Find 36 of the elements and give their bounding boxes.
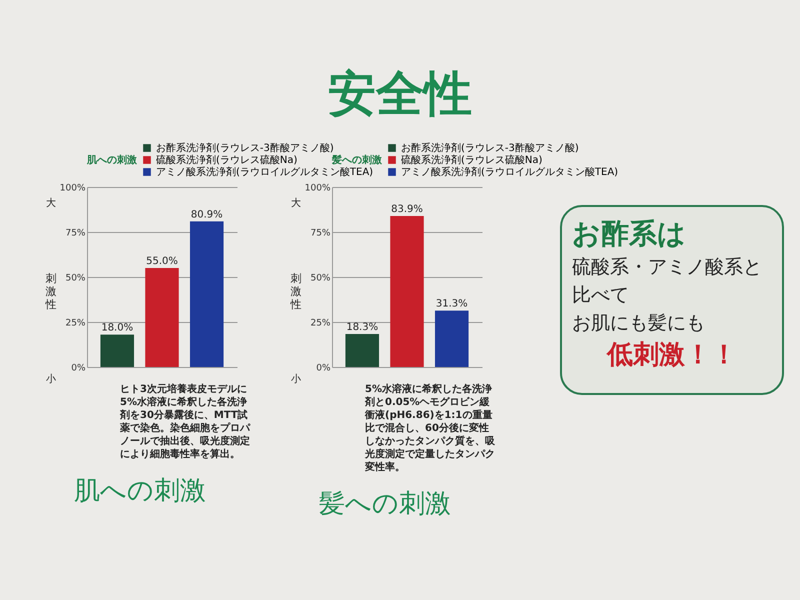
legend-label: 硫酸系洗浄剤(ラウレス硫酸Na) [156,154,298,166]
data-label: 55.0% [146,256,178,267]
y-tick-label: 75% [310,228,331,238]
legend-label: アミノ酸系洗浄剤(ラウロイルグルタミン酸TEA) [401,166,618,178]
y-tick-label: 25% [65,318,86,328]
text: 大 [46,196,56,210]
text: 小 [46,372,56,386]
legend-label: お酢系洗浄剤(ラウレス-3酢酸アミノ酸) [401,142,579,154]
text: 大 [291,196,301,210]
text: 安全性 [327,65,473,124]
text: 肌への刺激 [73,475,207,508]
legend-label: アミノ酸系洗浄剤(ラウロイルグルタミン酸TEA) [156,166,374,178]
text: 5%水溶液に希釈した各洗浄剤と0.05%ヘモグロビン緩衝液(pH6.86)を1:1の重量比で混合し、60分後に変性しなかったタンパク質を、吸光度測定で定量したタンパク変性率。 [365,383,495,474]
speech-bubble: お酢系は 硫酸系・アミノ酸系と 比べて お肌にも髪にも 低刺激！！ [560,205,784,395]
y-tick-label: 0% [71,364,86,374]
text: 小 [291,372,301,386]
text: ヒト3次元培養表皮モデルに5%水溶液に希釈した各洗浄剤を30分暴露後に、MTT試薬で染色。染色細胞をプロパノールで抽出後、吸光度測定により細胞毒性率を算出。 [120,383,250,461]
legend-label: 硫酸系洗浄剤(ラウレス硫酸Na) [401,154,543,166]
data-label: 80.9% [190,209,223,220]
data-label: 18.0% [101,322,134,334]
y-tick-label: 75% [65,228,86,238]
y-tick-label: 100% [60,184,86,194]
data-label: 18.3% [346,322,378,334]
y-axis-title: 刺激性 [290,270,302,312]
data-label: 83.9% [391,204,423,215]
legend-title: 肌への刺激 [86,154,138,166]
legend-title: 髪への刺激 [331,154,383,166]
y-axis-title: 刺激性 [46,270,56,312]
y-tick-label: 25% [310,318,331,328]
y-tick-label: 50% [65,274,86,284]
y-tick-label: 0% [316,364,331,374]
text: 髪への刺激 [318,488,452,521]
y-tick-label: 100% [304,184,331,194]
legend-label: お酢系洗浄剤(ラウレス-3酢酸アミノ酸) [156,142,334,154]
data-label: 31.3% [436,298,468,310]
y-tick-label: 50% [310,274,331,284]
